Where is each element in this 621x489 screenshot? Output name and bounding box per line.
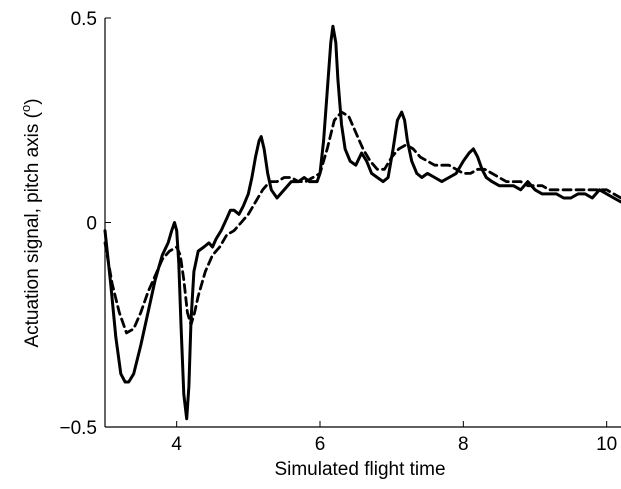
y-axis-label: Actuation signal, pitch axis (o) [18, 98, 43, 347]
x-tick-label: 4 [171, 434, 182, 455]
series-line-solid [103, 24, 621, 421]
y-tick-label: 0.5 [71, 9, 97, 30]
y-tick-label: −0.5 [59, 418, 97, 439]
x-axis-label: Simulated flight time [274, 459, 445, 480]
x-tick-label: 10 [596, 434, 617, 455]
x-tick-label: 6 [315, 434, 326, 455]
x-tick-label: 8 [458, 434, 469, 455]
y-axis-label-superscript: o [18, 105, 33, 112]
plot-area [103, 24, 621, 421]
y-axis-label-suffix: ) [22, 98, 43, 104]
y-axis-label-main: Actuation signal, pitch axis ( [22, 111, 43, 347]
ticks: 4 6 8 10 −0.5 0 0.5 [59, 9, 617, 455]
y-tick-label: 0 [86, 214, 97, 235]
series-line-dashed [103, 110, 621, 335]
